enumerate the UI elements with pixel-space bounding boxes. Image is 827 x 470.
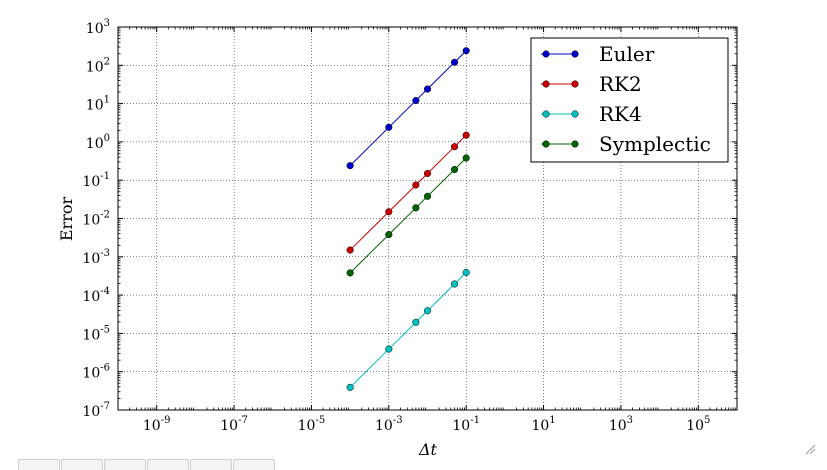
legend-marker-symplectic <box>571 140 579 148</box>
data-point-rk2 <box>423 169 432 178</box>
toolbar-strip <box>18 459 276 470</box>
data-point-rk2 <box>462 131 470 139</box>
y-tick-label: 103 <box>86 18 110 37</box>
data-point-symplectic <box>423 192 432 200</box>
data-point-symplectic <box>412 204 420 212</box>
data-point-symplectic <box>385 231 393 239</box>
y-tick-label: 10-5 <box>82 324 110 343</box>
tick-layer: 10-9 10-7 10-5 10-3 10-1 101 103 105 10-7 10-6 10-… <box>82 18 737 434</box>
data-point-rk4 <box>462 268 470 277</box>
data-point-symplectic <box>462 154 470 162</box>
legend: Euler RK2 RK4 Symplectic <box>530 37 729 163</box>
data-point-rk4 <box>346 383 354 391</box>
legend-label-symplectic: Symplectic <box>599 132 711 156</box>
x-tick-label: 10-1 <box>452 415 480 434</box>
y-tick-label: 10-6 <box>82 363 110 382</box>
legend-marker-symplectic <box>542 140 550 148</box>
data-point-euler <box>423 85 432 93</box>
legend-marker-rk4 <box>571 110 579 118</box>
legend-box <box>530 37 729 163</box>
legend-marker-euler <box>571 50 579 58</box>
legend-label-rk4: RK4 <box>599 102 642 126</box>
legend-marker-rk2 <box>542 80 550 88</box>
data-point-euler <box>450 58 459 66</box>
y-tick-label: 10-4 <box>82 286 110 305</box>
x-axis-label: Δt <box>418 440 438 459</box>
data-point-rk2 <box>412 181 420 189</box>
data-point-rk4 <box>385 345 393 353</box>
y-axis-label: Error <box>57 197 76 242</box>
x-tick-label: 10-7 <box>220 415 248 434</box>
data-point-euler <box>385 123 393 131</box>
data-point-rk4 <box>450 280 459 288</box>
data-point-rk2 <box>346 246 354 254</box>
y-tick-label: 10-2 <box>82 210 110 229</box>
data-point-rk2 <box>450 143 459 151</box>
data-point-euler <box>346 162 354 170</box>
y-tick-label: 100 <box>86 133 110 152</box>
legend-marker-euler <box>542 50 550 58</box>
data-point-rk4 <box>412 318 420 326</box>
data-point-symplectic <box>450 165 459 174</box>
data-point-rk2 <box>385 208 393 216</box>
data-point-euler <box>462 47 470 55</box>
x-tick-label: 10-5 <box>298 415 326 434</box>
y-tick-label: 10-3 <box>82 248 110 267</box>
y-tick-label: 10-7 <box>82 401 110 420</box>
data-point-euler <box>412 97 420 105</box>
x-tick-label: 105 <box>686 415 710 434</box>
x-tick-label: 10-9 <box>143 415 171 434</box>
y-tick-label: 101 <box>86 95 110 114</box>
y-tick-label: 102 <box>86 56 110 75</box>
x-tick-label: 103 <box>609 415 633 434</box>
y-tick-label: 10-1 <box>82 171 110 190</box>
x-tick-label: 10-3 <box>375 415 403 434</box>
data-point-rk4 <box>423 307 432 315</box>
series-layer <box>346 47 470 391</box>
legend-marker-rk2 <box>571 80 579 88</box>
data-point-symplectic <box>346 269 354 277</box>
resize-grip-icon[interactable] <box>805 444 816 455</box>
x-tick-label: 101 <box>531 415 555 434</box>
legend-label-rk2: RK2 <box>599 72 642 96</box>
legend-label-euler: Euler <box>599 42 655 66</box>
legend-marker-rk4 <box>542 110 550 118</box>
